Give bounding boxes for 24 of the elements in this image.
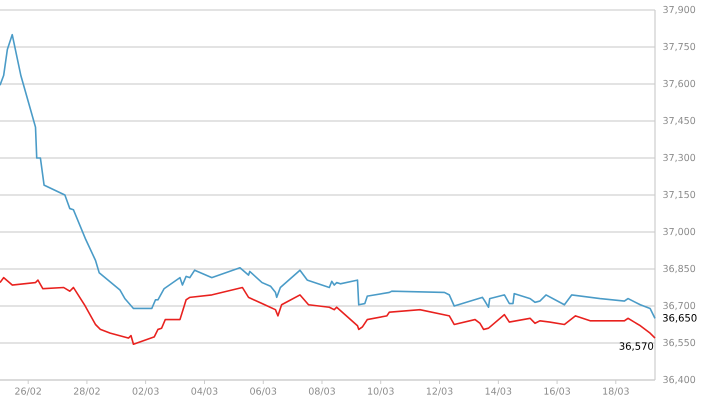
x-tick-label: 18/03 [603, 388, 629, 396]
x-tick-label: 14/03 [486, 388, 512, 396]
x-tick-label: 06/03 [250, 388, 276, 396]
y-tick-label: 37,750 [663, 42, 696, 52]
x-tick-label: 10/03 [368, 388, 394, 396]
y-tick-label: 36,550 [663, 338, 696, 348]
x-tick-label: 12/03 [426, 388, 452, 396]
annotation: 36,570 [620, 342, 654, 351]
x-tick-label: 02/03 [132, 388, 159, 396]
y-tick-label: 37,000 [663, 228, 696, 236]
x-tick-label: 08/03 [308, 388, 335, 396]
y-tick-label: 37,450 [663, 116, 696, 126]
y-tick-label: 37,300 [663, 154, 696, 162]
y-tick-label: 36,400 [663, 376, 696, 384]
x-tick-label: 16/03 [544, 388, 570, 396]
annotation: 36,650 [662, 314, 697, 323]
y-tick-label: 37,900 [663, 6, 696, 14]
y-tick-label: 36,700 [663, 302, 696, 310]
x-tick-label: 26/02 [15, 388, 41, 396]
y-tick-label: 37,600 [663, 80, 696, 88]
x-tick-label: 28/02 [74, 388, 100, 396]
x-tick-label: 04/03 [191, 388, 218, 396]
y-tick-label: 37,150 [663, 190, 696, 200]
y-tick-label: 36,850 [663, 264, 696, 274]
